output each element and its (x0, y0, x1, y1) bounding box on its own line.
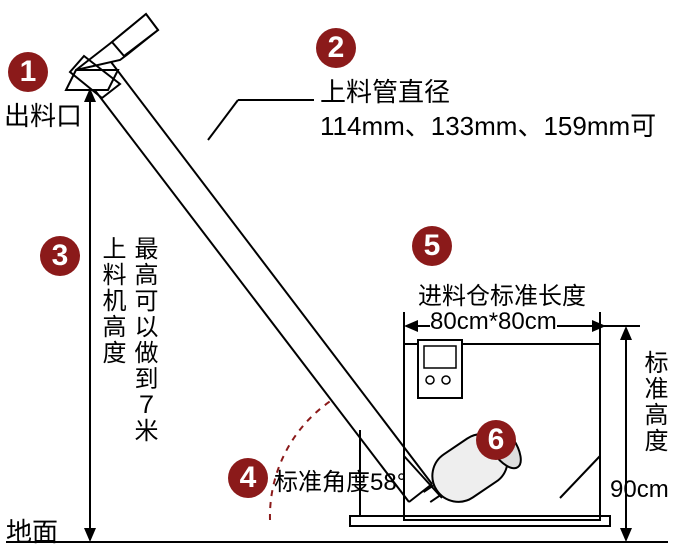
feeder-height-title: 上料机高度 (94, 236, 129, 366)
feeder-height-value: 最高可以做到７米 (126, 236, 161, 444)
badge-6: 6 (476, 420, 516, 460)
badge-5: 5 (412, 226, 452, 266)
diagram-canvas: 1 2 3 4 5 6 出料口 上料管直径 114mm、133mm、159mm可… (0, 0, 674, 550)
badge-3: 3 (40, 236, 80, 276)
badge-2: 2 (316, 28, 356, 68)
angle-label: 标准角度58° (274, 462, 406, 497)
outlet-label: 出料口 (4, 96, 82, 133)
hopper-length-value: 80cm*80cm (430, 308, 557, 336)
badge-4: 4 (228, 458, 268, 498)
std-height-value: 90cm (610, 476, 669, 504)
tube-diameter-title: 上料管直径 (320, 72, 450, 109)
badge-1: 1 (8, 52, 48, 92)
tube-diameter-values: 114mm、133mm、159mm可 (320, 106, 656, 143)
outlet-chute (66, 70, 118, 90)
hopper-length-title: 进料仓标准长度 (418, 276, 586, 311)
ground-label: 地面 (6, 512, 58, 549)
angle-arc (270, 400, 332, 520)
std-height-title: 标准高度 (636, 350, 671, 454)
